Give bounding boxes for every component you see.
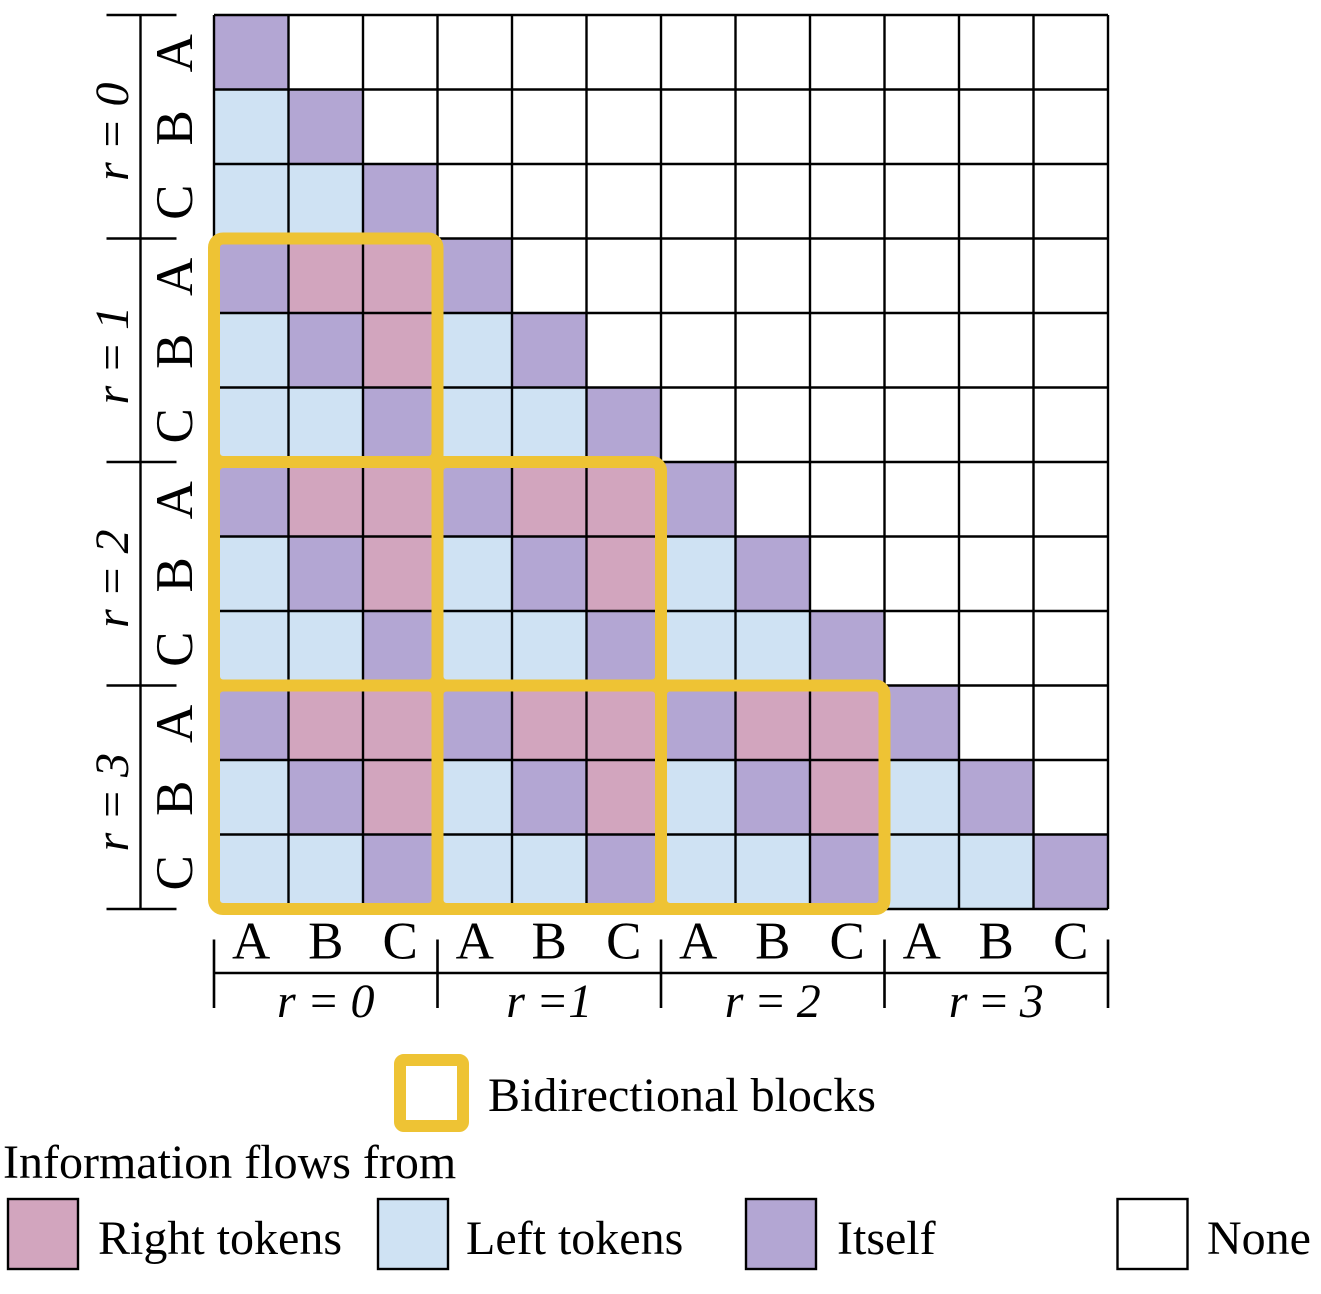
svg-text:r = 1: r = 1 (86, 306, 139, 405)
svg-text:C: C (383, 913, 418, 971)
svg-text:C: C (830, 913, 865, 971)
svg-text:C: C (146, 632, 204, 667)
svg-text:None: None (1207, 1212, 1311, 1265)
svg-text:C: C (146, 408, 204, 443)
svg-text:C: C (606, 913, 641, 971)
svg-text:A: A (232, 913, 270, 971)
svg-text:C: C (1053, 913, 1088, 971)
svg-text:Left tokens: Left tokens (466, 1212, 683, 1265)
svg-text:A: A (903, 913, 941, 971)
svg-text:r = 2: r = 2 (86, 530, 139, 629)
svg-text:B: B (146, 781, 204, 816)
svg-text:Information flows from: Information flows from (3, 1136, 456, 1189)
svg-text:B: B (308, 913, 343, 971)
svg-text:Itself: Itself (837, 1212, 936, 1265)
svg-text:Bidirectional blocks: Bidirectional blocks (488, 1069, 876, 1122)
svg-text:A: A (679, 913, 717, 971)
svg-text:B: B (146, 557, 204, 592)
svg-text:B: B (755, 913, 790, 971)
svg-text:r = 2: r = 2 (725, 975, 821, 1028)
svg-text:r = 3: r = 3 (86, 753, 139, 852)
svg-text:B: B (532, 913, 567, 971)
svg-text:r =1: r =1 (506, 975, 592, 1028)
svg-text:B: B (146, 334, 204, 369)
svg-text:A: A (146, 705, 204, 743)
svg-text:r = 0: r = 0 (277, 975, 375, 1028)
svg-text:C: C (146, 855, 204, 890)
svg-text:Right tokens: Right tokens (98, 1212, 342, 1265)
svg-text:r = 3: r = 3 (949, 975, 1044, 1028)
svg-text:C: C (146, 185, 204, 220)
svg-text:B: B (146, 110, 204, 145)
svg-text:A: A (146, 481, 204, 519)
svg-text:r = 0: r = 0 (86, 83, 139, 182)
svg-text:A: A (146, 258, 204, 296)
svg-text:A: A (456, 913, 494, 971)
svg-text:A: A (146, 34, 204, 72)
svg-text:B: B (979, 913, 1014, 971)
